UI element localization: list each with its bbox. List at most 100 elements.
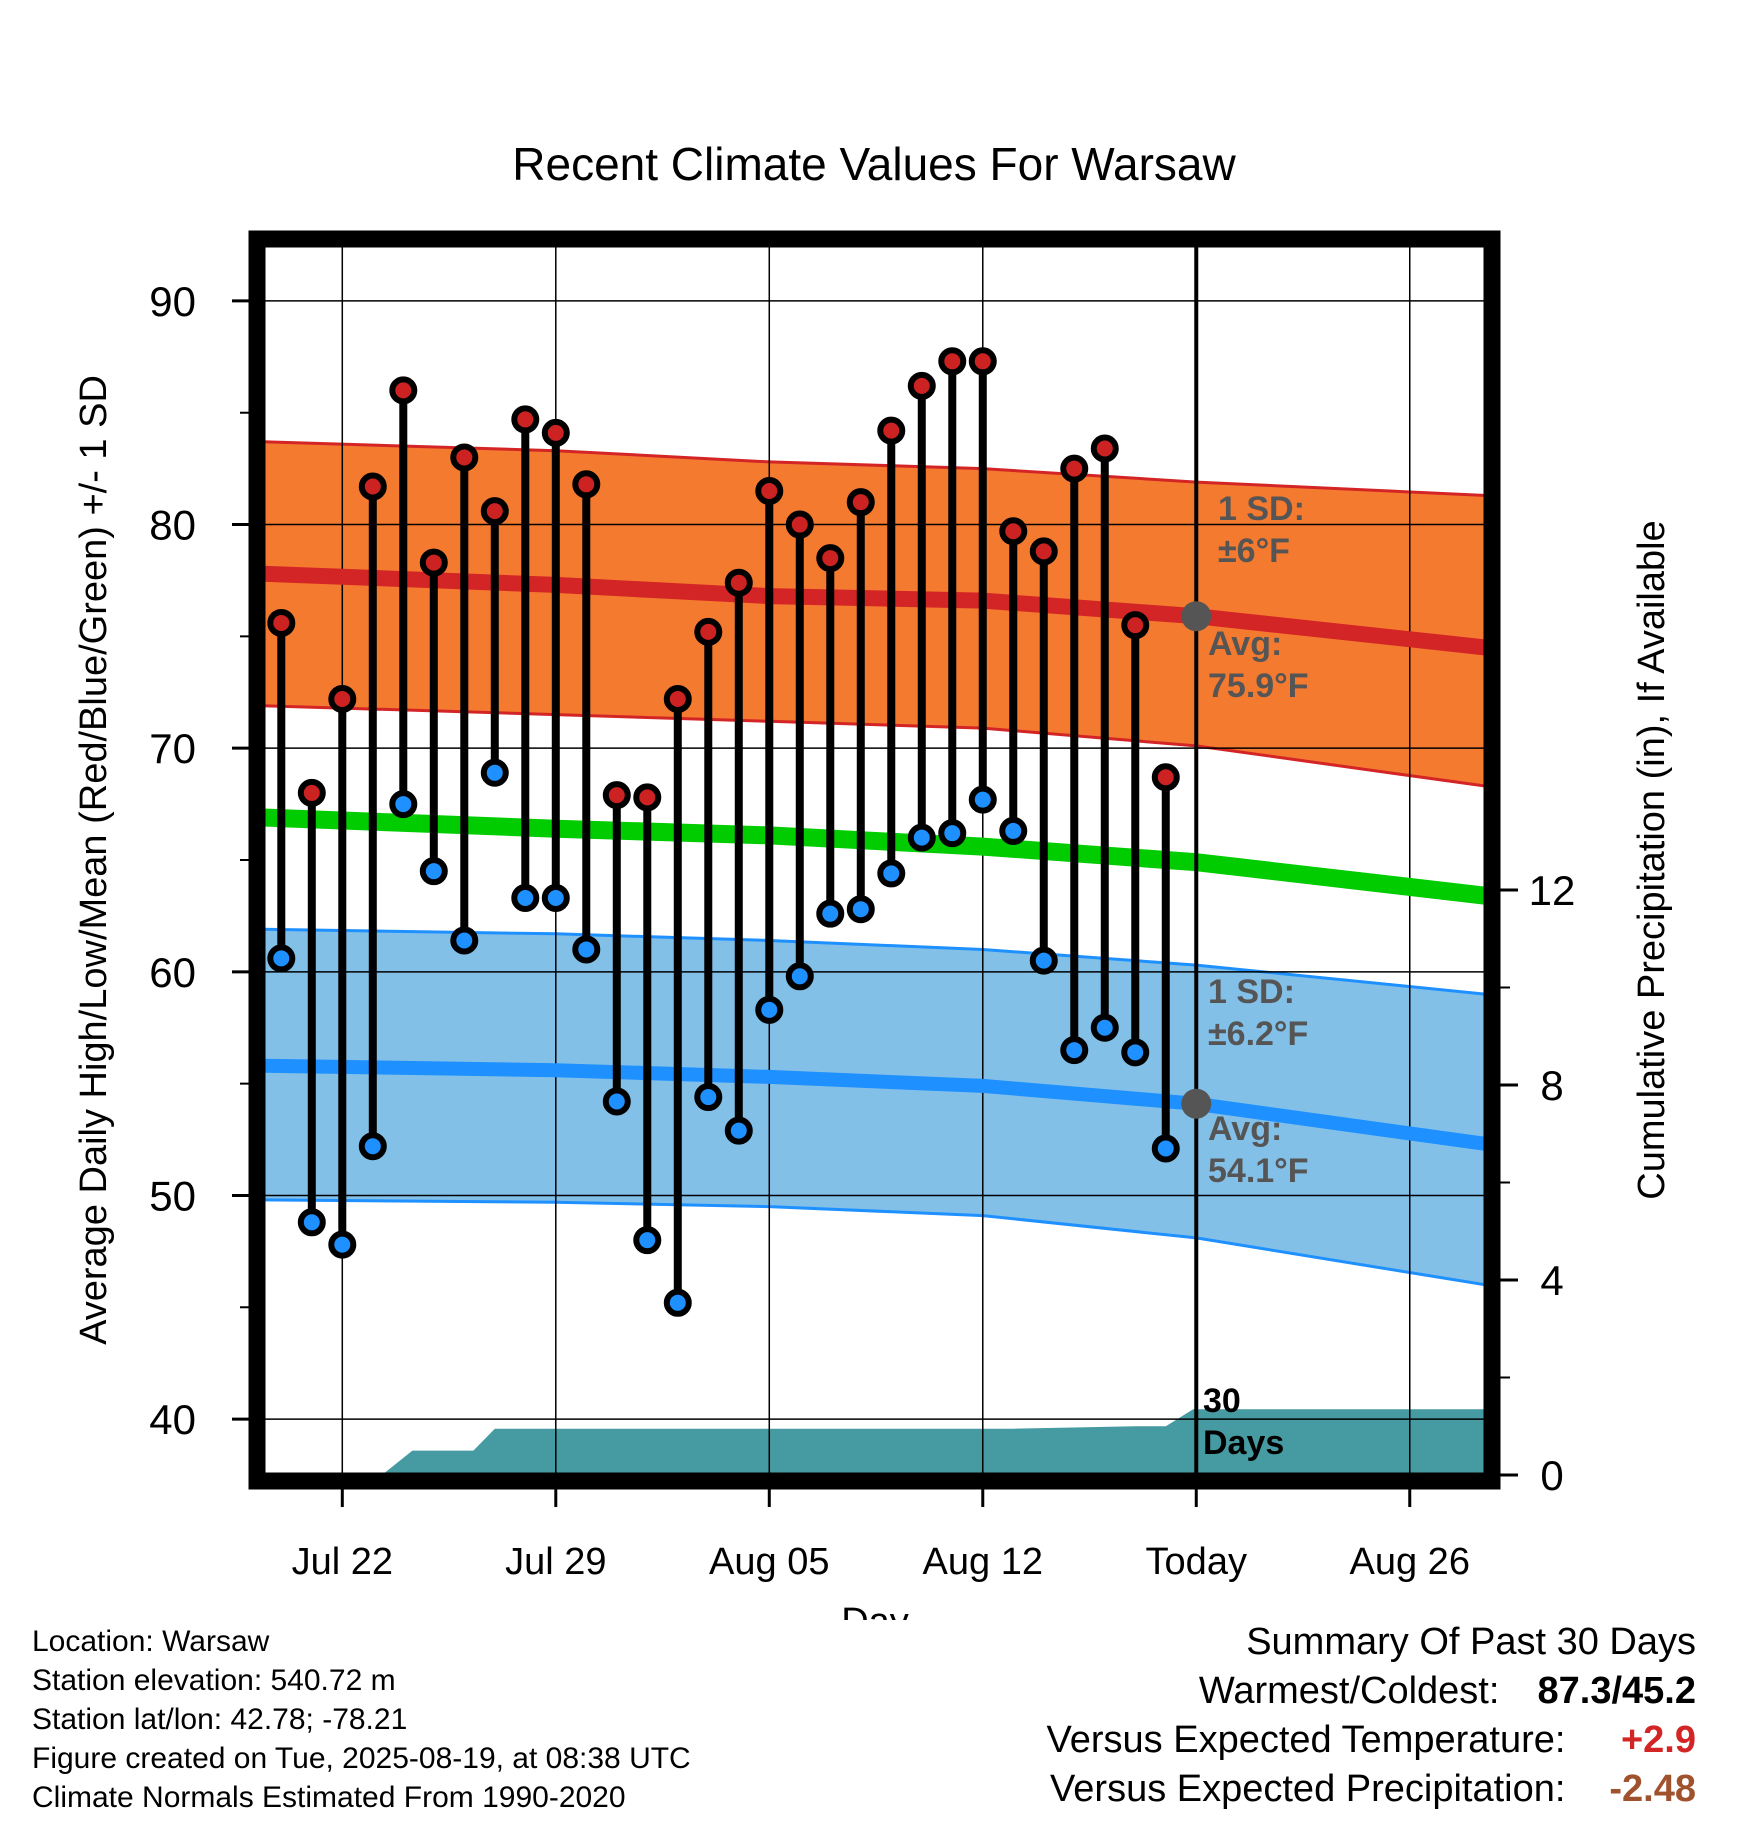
daily-high-point-10 [572, 470, 601, 499]
daily-high-point-2 [328, 684, 357, 713]
plot-clip-group [263, 245, 1486, 1475]
today-low-avg-marker [1181, 1088, 1212, 1119]
daily-low-point-14 [694, 1083, 723, 1112]
y2-tick-label-3: 12 [1529, 867, 1576, 914]
warmest-value: 87.3/45.2 [1537, 1670, 1696, 1712]
axes: 40 50 60 70 80 90 0 4 8 12 Jul 22 Jul 29 Aug 05 Aug 1… [149, 230, 1576, 1583]
daily-high-point-25 [1029, 537, 1058, 566]
period-count-label: 30 [1203, 1382, 1241, 1420]
daily-low-point-3 [358, 1132, 387, 1161]
daily-low-point-15 [724, 1116, 753, 1145]
y-tick-label-4: 80 [149, 502, 196, 549]
normal-mean-line [263, 808, 1486, 905]
y-tick-label-5: 90 [149, 278, 196, 325]
high-avg-value: 75.9°F [1208, 667, 1309, 705]
daily-high-point-6 [450, 443, 479, 472]
high-sd-label: 1 SD: [1218, 490, 1305, 528]
daily-high-point-20 [877, 416, 906, 445]
warmest-label: Warmest/Coldest: [1198, 1670, 1500, 1712]
daily-high-point-19 [846, 488, 875, 517]
daily-high-point-22 [938, 347, 967, 376]
daily-high-point-0 [267, 608, 296, 637]
low-sd-value: ±6.2°F [1208, 1015, 1308, 1053]
x-tick-label-5: Aug 26 [1350, 1541, 1470, 1583]
daily-low-point-4 [389, 790, 418, 819]
daily-high-point-17 [785, 510, 814, 539]
daily-low-point-17 [785, 962, 814, 991]
low-sd-band [263, 929, 1486, 1285]
summary-title: Summary Of Past 30 Days [1246, 1621, 1696, 1663]
latlon-text: Station lat/lon: 42.78; -78.21 [32, 1703, 408, 1736]
summary-temp-row: Versus Expected Temperature: +2.9 [1047, 1716, 1696, 1765]
high-sd-lower-line [263, 704, 1486, 788]
daily-low-point-0 [267, 944, 296, 973]
daily-low-point-28 [1121, 1038, 1150, 1067]
daily-low-point-6 [450, 926, 479, 955]
high-sd-band [263, 441, 1486, 787]
x-tick-label-0: Jul 22 [292, 1541, 393, 1583]
x-tick-label-3: Aug 12 [923, 1541, 1043, 1583]
high-sd-upper-line [263, 440, 1486, 497]
low-avg-value: 54.1°F [1208, 1152, 1309, 1190]
low-avg-label: Avg: [1208, 1110, 1282, 1148]
y-axis-label: Average Daily High/Low/Mean (Red/Blue/Gr… [73, 375, 115, 1345]
y-tick-label-3: 70 [149, 725, 196, 772]
chart-title: Recent Climate Values For Warsaw [512, 138, 1236, 190]
daily-high-point-29 [1151, 763, 1180, 792]
daily-low-point-9 [541, 884, 570, 913]
precip-value: -2.48 [1609, 1768, 1696, 1810]
daily-high-point-7 [480, 497, 509, 526]
station-info: Location: Warsaw Station elevation: 540.… [32, 1622, 691, 1817]
daily-low-point-24 [999, 816, 1028, 845]
daily-low-point-8 [511, 884, 540, 913]
daily-high-point-27 [1090, 434, 1119, 463]
daily-high-point-4 [389, 376, 418, 405]
location-text: Location: Warsaw [32, 1625, 270, 1658]
climate-chart: Recent Climate Values For Warsaw 1 SD: ±6… [73, 138, 1673, 1620]
daily-low-point-25 [1029, 946, 1058, 975]
daily-low-point-26 [1060, 1036, 1089, 1065]
temp-value: +2.9 [1620, 1719, 1696, 1761]
x-tick-label-1: Jul 29 [505, 1541, 606, 1583]
daily-high-point-3 [358, 472, 387, 501]
y2-tick-label-0: 0 [1540, 1452, 1563, 1499]
daily-low-point-22 [938, 819, 967, 848]
x-tick-label-2: Aug 05 [709, 1541, 829, 1583]
plot-area: 1 SD: ±6°F Avg: 75.9°F 1 SD: ±6.2°F Avg: 54.1°F… [263, 240, 1486, 1475]
daily-low-point-29 [1151, 1134, 1180, 1163]
summary-panel: Summary Of Past 30 Days Warmest/Coldest:… [1047, 1618, 1696, 1814]
daily-high-point-14 [694, 617, 723, 646]
x-axis-label: Day [841, 1601, 909, 1620]
period-days-label: Days [1203, 1424, 1284, 1462]
today-high-avg-marker [1181, 601, 1212, 632]
y-tick-label-0: 40 [149, 1396, 196, 1443]
daily-high-point-18 [816, 544, 845, 573]
daily-low-point-19 [846, 895, 875, 924]
daily-low-point-18 [816, 899, 845, 928]
plot-frame [248, 230, 1501, 1490]
daily-high-point-23 [968, 347, 997, 376]
x-tick-label-4: Today [1146, 1541, 1247, 1583]
elevation-text: Station elevation: 540.72 m [32, 1664, 396, 1697]
y-tick-label-2: 60 [149, 949, 196, 996]
normal-low-line [263, 1058, 1486, 1151]
y2-axis-label: Cumulative Precipitation (in), If Availa… [1631, 520, 1673, 1199]
y2-tick-label-1: 4 [1540, 1257, 1563, 1304]
daily-low-point-12 [633, 1226, 662, 1255]
daily-low-point-23 [968, 785, 997, 814]
daily-low-point-5 [419, 857, 448, 886]
daily-low-point-20 [877, 859, 906, 888]
low-sd-upper-line [263, 927, 1486, 996]
temp-label: Versus Expected Temperature: [1046, 1719, 1566, 1761]
y-tick-label-1: 50 [149, 1172, 196, 1219]
normals-text: Climate Normals Estimated From 1990-2020 [32, 1781, 626, 1814]
daily-low-point-13 [663, 1288, 692, 1317]
daily-high-point-8 [511, 405, 540, 434]
daily-high-point-26 [1060, 454, 1089, 483]
daily-high-point-28 [1121, 611, 1150, 640]
low-sd-lower-line [263, 1198, 1486, 1287]
precipitation-area [381, 1409, 1486, 1475]
created-text: Figure created on Tue, 2025-08-19, at 08… [32, 1742, 691, 1775]
daily-low-point-7 [480, 758, 509, 787]
daily-high-point-9 [541, 418, 570, 447]
